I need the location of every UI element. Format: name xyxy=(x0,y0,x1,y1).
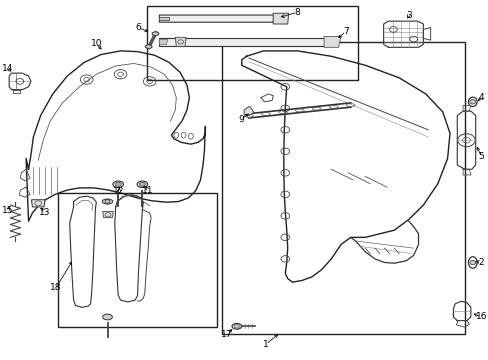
Polygon shape xyxy=(244,107,253,116)
Text: 9: 9 xyxy=(238,114,244,123)
Text: 2: 2 xyxy=(478,258,483,267)
Text: 6: 6 xyxy=(135,23,141,32)
Polygon shape xyxy=(31,200,45,207)
Text: 4: 4 xyxy=(478,93,483,102)
Bar xyxy=(58,193,217,327)
Polygon shape xyxy=(273,13,288,24)
Text: 17: 17 xyxy=(221,330,232,339)
Text: 8: 8 xyxy=(294,8,300,17)
Bar xyxy=(222,42,464,334)
Text: 18: 18 xyxy=(50,283,62,292)
Circle shape xyxy=(469,260,475,265)
Text: 5: 5 xyxy=(478,152,484,161)
Bar xyxy=(147,6,357,80)
Circle shape xyxy=(115,182,121,186)
Polygon shape xyxy=(175,37,185,46)
Text: 1: 1 xyxy=(263,340,268,349)
Circle shape xyxy=(469,100,475,104)
Polygon shape xyxy=(159,17,169,21)
Ellipse shape xyxy=(102,199,113,204)
Text: 14: 14 xyxy=(2,64,13,73)
Text: 10: 10 xyxy=(90,39,102,48)
Polygon shape xyxy=(159,40,167,44)
Polygon shape xyxy=(159,39,333,45)
Text: 11: 11 xyxy=(142,185,154,194)
Ellipse shape xyxy=(113,181,123,188)
Text: 12: 12 xyxy=(113,187,124,196)
Text: 7: 7 xyxy=(342,27,348,36)
Ellipse shape xyxy=(145,45,152,48)
Text: 13: 13 xyxy=(39,208,50,217)
Polygon shape xyxy=(102,212,113,218)
Text: 15: 15 xyxy=(2,206,14,215)
Ellipse shape xyxy=(152,32,159,36)
Ellipse shape xyxy=(102,314,112,320)
Ellipse shape xyxy=(231,323,241,329)
Polygon shape xyxy=(324,37,340,47)
Circle shape xyxy=(139,182,145,186)
Ellipse shape xyxy=(137,181,147,188)
Text: 3: 3 xyxy=(405,10,411,19)
Text: 16: 16 xyxy=(475,312,486,321)
Polygon shape xyxy=(159,15,274,22)
